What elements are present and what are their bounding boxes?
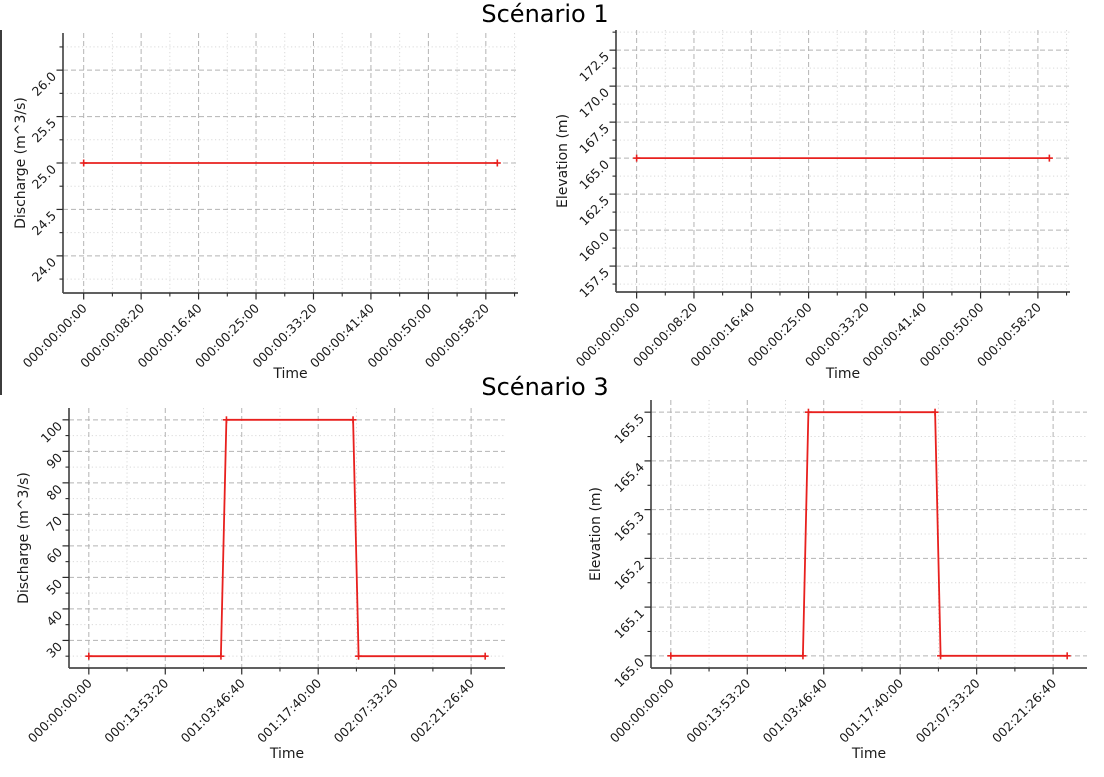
svg-text:165.0: 165.0 bbox=[611, 654, 647, 690]
chart-scenario1-elevation: 000:00:00:00000:00:08:20000:00:16:40000:… bbox=[555, 30, 1070, 382]
svg-text:000:13:53:20: 000:13:53:20 bbox=[101, 675, 171, 745]
svg-text:001:17:40:00: 001:17:40:00 bbox=[254, 675, 324, 745]
svg-text:170.0: 170.0 bbox=[576, 85, 612, 121]
svg-text:001:03:46:40: 001:03:46:40 bbox=[178, 675, 248, 745]
svg-text:Time: Time bbox=[825, 366, 860, 382]
left-edge-line bbox=[0, 30, 2, 395]
svg-text:Time: Time bbox=[269, 746, 304, 762]
svg-text:25.0: 25.0 bbox=[29, 161, 59, 191]
svg-text:40: 40 bbox=[43, 607, 65, 629]
svg-text:50: 50 bbox=[43, 576, 65, 598]
svg-text:Time: Time bbox=[851, 746, 886, 762]
svg-text:30: 30 bbox=[43, 639, 65, 661]
svg-text:165.4: 165.4 bbox=[611, 459, 647, 495]
svg-text:60: 60 bbox=[43, 544, 65, 566]
svg-text:90: 90 bbox=[43, 450, 65, 472]
chart-scenario3-elevation: 000:00:00:00 000:13:53:20 001:03:46:40 001:… bbox=[588, 400, 1087, 762]
svg-text:165.3: 165.3 bbox=[611, 508, 647, 544]
svg-text:000:13:53:20: 000:13:53:20 bbox=[683, 675, 753, 745]
row-title-scenario-1: Scénario 1 bbox=[481, 0, 609, 28]
svg-text:002:07:33:20: 002:07:33:20 bbox=[913, 675, 983, 745]
svg-text:165.2: 165.2 bbox=[611, 557, 647, 593]
chart-scenario3-discharge: 000:00:00:00 000:13:53:20 001:03:46:40 001:… bbox=[16, 408, 505, 762]
svg-text:157.5: 157.5 bbox=[576, 265, 612, 301]
svg-text:162.5: 162.5 bbox=[576, 193, 612, 229]
svg-text:Discharge (m^3/s): Discharge (m^3/s) bbox=[16, 472, 32, 604]
svg-text:26.0: 26.0 bbox=[29, 69, 59, 99]
svg-text:70: 70 bbox=[43, 513, 65, 535]
svg-text:001:17:40:00: 001:17:40:00 bbox=[836, 675, 906, 745]
svg-text:167.5: 167.5 bbox=[576, 121, 612, 157]
svg-text:165.1: 165.1 bbox=[611, 606, 647, 642]
svg-text:100: 100 bbox=[38, 418, 66, 446]
svg-text:172.5: 172.5 bbox=[576, 49, 612, 85]
svg-text:Elevation (m): Elevation (m) bbox=[555, 114, 571, 208]
svg-text:24.5: 24.5 bbox=[29, 208, 59, 238]
svg-text:80: 80 bbox=[43, 481, 65, 503]
row-title-scenario-3: Scénario 3 bbox=[481, 373, 609, 401]
svg-text:002:07:33:20: 002:07:33:20 bbox=[331, 675, 401, 745]
svg-text:Discharge (m^3/s): Discharge (m^3/s) bbox=[13, 97, 29, 229]
svg-text:002:21:26:40: 002:21:26:40 bbox=[407, 675, 477, 745]
svg-text:002:21:26:40: 002:21:26:40 bbox=[989, 675, 1059, 745]
svg-text:165.0: 165.0 bbox=[576, 157, 612, 193]
svg-text:001:03:46:40: 001:03:46:40 bbox=[760, 675, 830, 745]
svg-text:165.5: 165.5 bbox=[611, 411, 647, 447]
svg-text:25.5: 25.5 bbox=[29, 115, 59, 145]
svg-text:000:00:00:00: 000:00:00:00 bbox=[25, 675, 95, 745]
svg-text:Time: Time bbox=[272, 366, 307, 382]
svg-text:160.0: 160.0 bbox=[576, 229, 612, 265]
chart-scenario1-discharge: 000:00:00:00000:00:08:20000:00:16:40000:… bbox=[13, 33, 518, 382]
svg-text:24.0: 24.0 bbox=[29, 254, 59, 284]
svg-text:Elevation (m): Elevation (m) bbox=[588, 487, 604, 581]
